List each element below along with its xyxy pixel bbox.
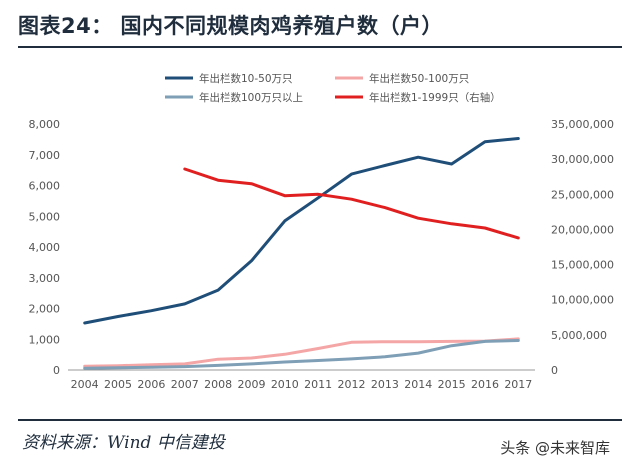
- y-right-tick-label: 30,000,000: [551, 153, 614, 166]
- y-left-tick-label: 0: [53, 364, 60, 377]
- x-tick-label: 2008: [204, 378, 232, 391]
- x-tick-label: 2004: [71, 378, 99, 391]
- y-right-tick-label: 15,000,000: [551, 259, 614, 272]
- y-right-tick-label: 10,000,000: [551, 294, 614, 307]
- legend-label: 年出栏数100万只以上: [199, 91, 303, 104]
- x-tick-label: 2011: [304, 378, 332, 391]
- y-left-tick-label: 8,000: [29, 118, 61, 131]
- x-tick-label: 2015: [438, 378, 466, 391]
- x-tick-label: 2007: [171, 378, 199, 391]
- series-line-1: [83, 137, 520, 325]
- y-right-tick-label: 35,000,000: [551, 118, 614, 131]
- title-divider: [18, 46, 622, 48]
- x-tick-label: 2017: [504, 378, 532, 391]
- y-left-tick-label: 6,000: [29, 180, 61, 193]
- x-tick-label: 2005: [104, 378, 132, 391]
- axes: 0 1,000 2,000 3,000 4,000 5,000 6,000 7,000 8,00…: [29, 118, 614, 391]
- y-left-tick-label: 5,000: [29, 210, 61, 223]
- y-right-tick-label: 20,000,000: [551, 223, 614, 236]
- chart-title: 图表24： 国内不同规模肉鸡养殖户数（户）: [18, 14, 444, 38]
- y-right-tick-label: 0: [551, 364, 558, 377]
- legend-label: 年出栏数1-1999只（右轴）: [369, 91, 501, 104]
- source-note: 资料来源：Wind 中信建投: [22, 433, 225, 453]
- x-tick-label: 2010: [271, 378, 299, 391]
- legend-label: 年出栏数50-100万只: [369, 72, 469, 85]
- footer-divider: [18, 419, 622, 421]
- legend-label: 年出栏数10-50万只: [199, 72, 293, 85]
- y-left-tick-label: 4,000: [29, 241, 61, 254]
- y-left-tick-label: 1,000: [29, 333, 61, 346]
- y-left-tick-label: 3,000: [29, 272, 61, 285]
- x-tick-label: 2013: [371, 378, 399, 391]
- y-right-tick-label: 5,000,000: [551, 329, 607, 342]
- x-tick-label: 2016: [471, 378, 499, 391]
- x-tick-label: 2006: [137, 378, 165, 391]
- x-tick-label: 2009: [237, 378, 265, 391]
- y-left-tick-label: 7,000: [29, 149, 61, 162]
- series-line-2: [83, 337, 520, 368]
- series-line-4: [183, 167, 520, 240]
- series-line-3: [83, 339, 520, 370]
- y-right-tick-label: 25,000,000: [551, 188, 614, 201]
- watermark: 头条 @未来智库: [500, 439, 610, 457]
- series-lines: [83, 137, 520, 370]
- x-tick-label: 2014: [404, 378, 432, 391]
- y-left-tick-label: 2,000: [29, 303, 61, 316]
- x-tick-label: 2012: [338, 378, 366, 391]
